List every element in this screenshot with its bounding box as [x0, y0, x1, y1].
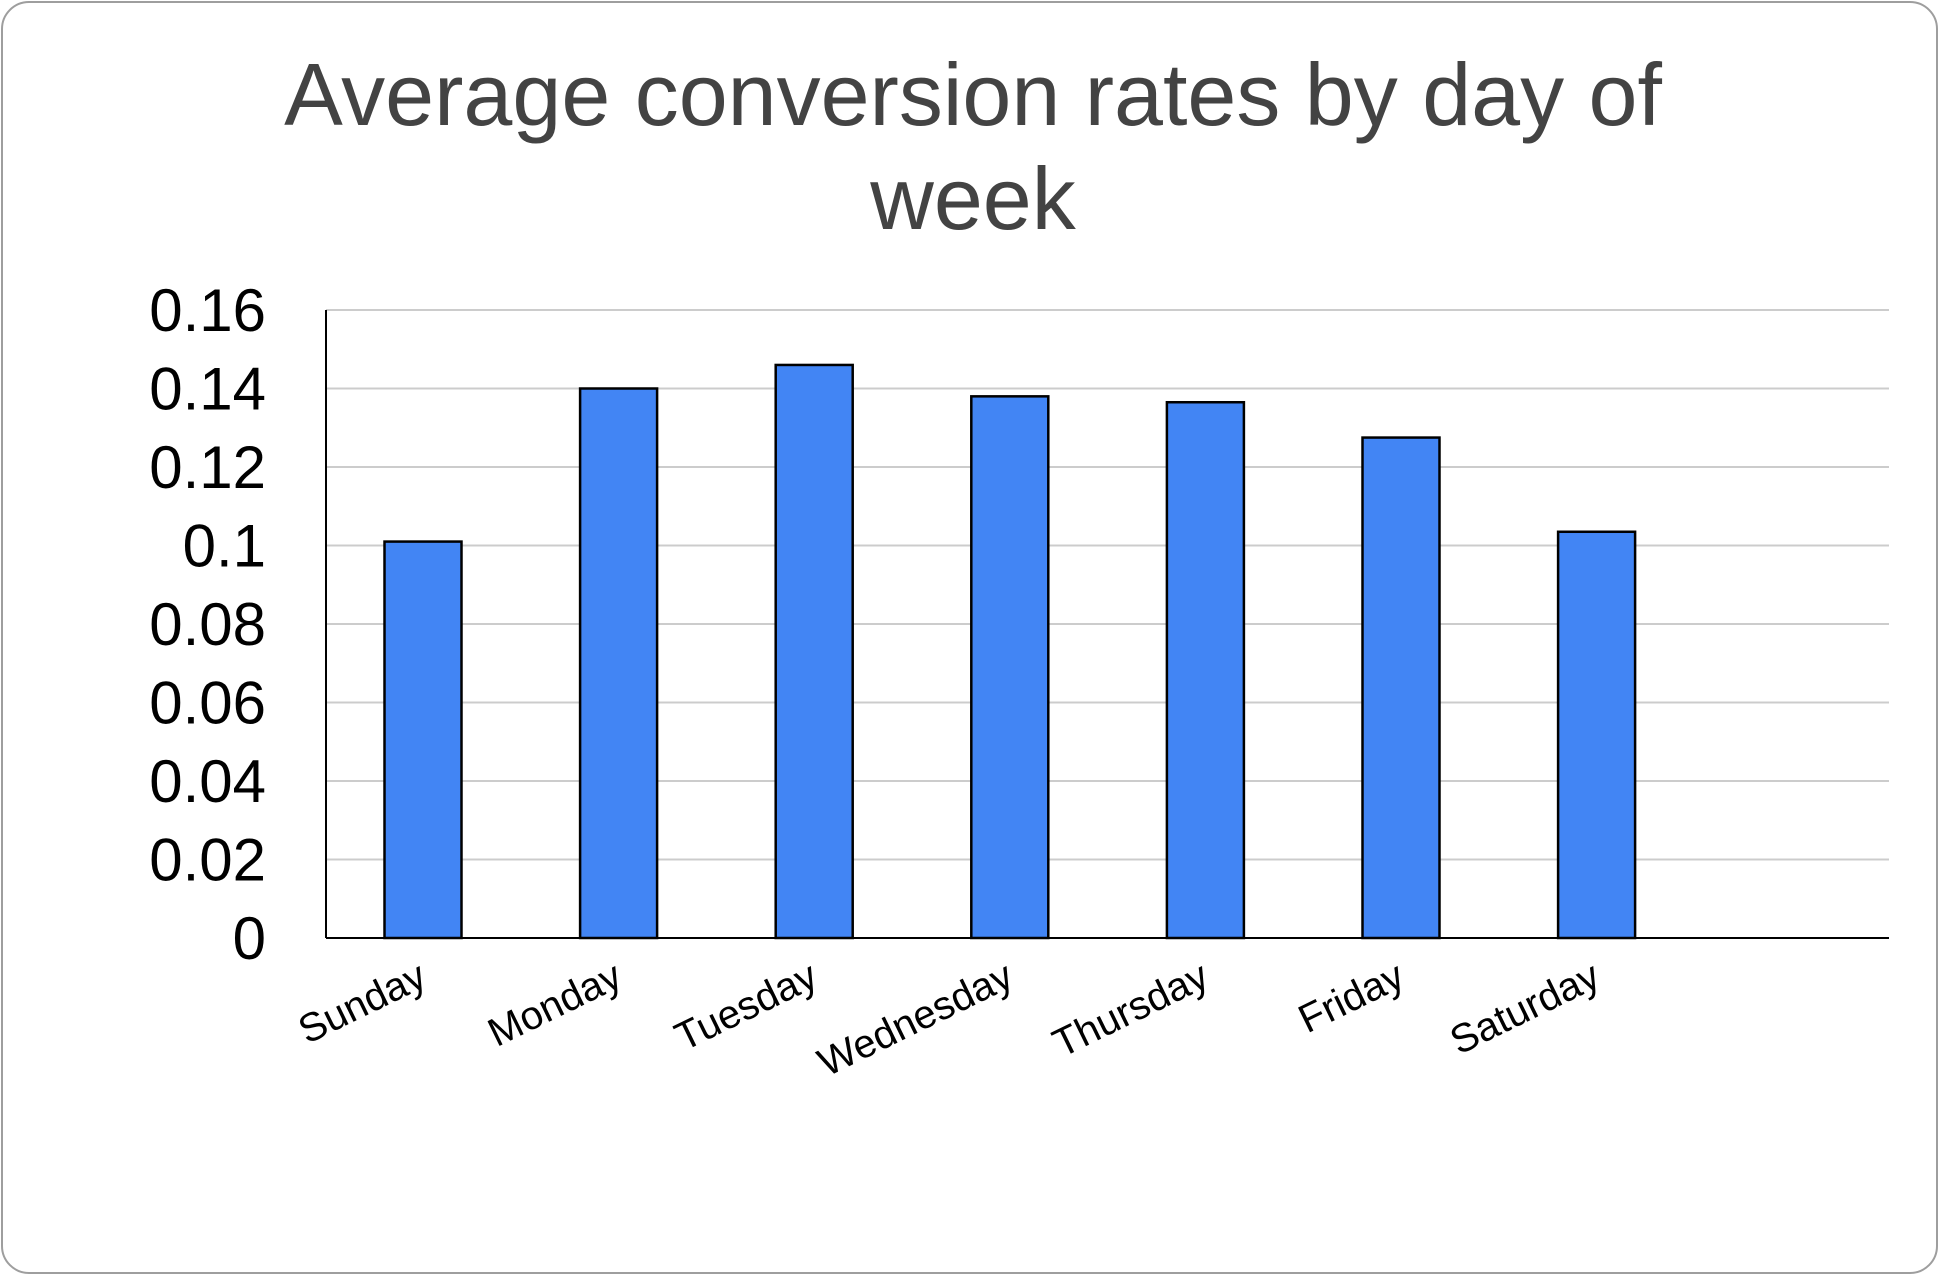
y-tick-label: 0.02 — [149, 827, 266, 894]
y-tick-label: 0.16 — [149, 277, 266, 344]
x-tick-label: Wednesday — [811, 954, 1019, 1086]
bar-sunday — [383, 540, 463, 940]
chart-title: Average conversion rates by day of week — [284, 45, 1662, 248]
y-tick-labels: 0 0.02 0.04 0.06 0.08 0.1 0.12 0.14 0.16 — [149, 277, 266, 972]
y-tick-label: 0 — [233, 905, 266, 972]
bars — [383, 363, 1637, 940]
bar-thursday — [1165, 400, 1246, 940]
y-tick-label: 0.04 — [149, 748, 266, 815]
x-tick-label: Thursday — [1046, 954, 1215, 1067]
y-tick-label: 0.08 — [149, 591, 266, 658]
bar-monday — [578, 387, 659, 940]
gridlines — [326, 309, 1889, 861]
x-tick-label: Tuesday — [668, 954, 824, 1060]
x-tick-label: Monday — [481, 954, 628, 1056]
bar-tuesday — [774, 363, 854, 940]
bar-saturday — [1556, 530, 1637, 940]
x-tick-label: Friday — [1292, 954, 1411, 1042]
x-tick-label: Sunday — [292, 954, 433, 1053]
y-tick-label: 0.1 — [183, 513, 266, 580]
x-tick-label: Saturday — [1443, 954, 1606, 1064]
bar-wednesday — [970, 395, 1050, 940]
axes — [325, 310, 1889, 939]
y-tick-label: 0.12 — [149, 434, 266, 501]
y-tick-label: 0.14 — [149, 356, 266, 423]
bar-friday — [1361, 436, 1441, 940]
y-tick-label: 0.06 — [149, 670, 266, 737]
